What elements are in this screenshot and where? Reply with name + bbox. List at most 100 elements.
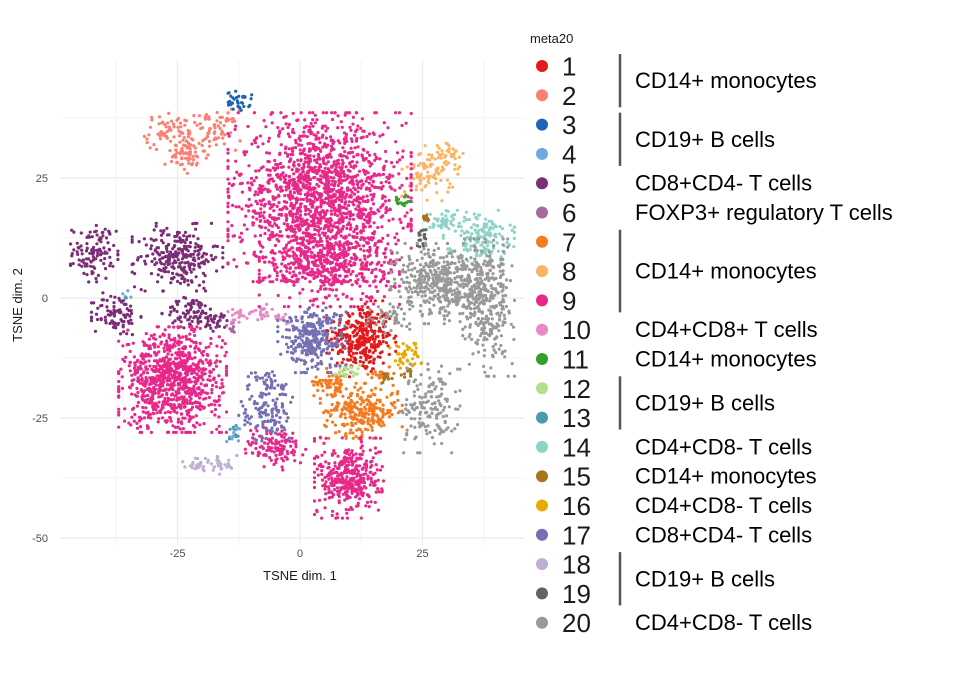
point	[307, 262, 311, 266]
point	[325, 246, 329, 250]
point	[186, 135, 190, 139]
point	[297, 188, 301, 193]
point	[341, 162, 345, 167]
point	[191, 415, 195, 419]
point	[318, 248, 322, 252]
point	[226, 132, 230, 136]
point	[444, 159, 448, 163]
point	[354, 434, 358, 439]
point	[336, 297, 340, 301]
point	[321, 157, 325, 161]
point	[279, 111, 283, 115]
point	[149, 237, 153, 241]
point	[317, 168, 321, 172]
point	[168, 149, 172, 153]
point	[250, 93, 254, 97]
point	[453, 163, 457, 167]
point	[189, 262, 193, 267]
point	[130, 333, 134, 337]
point	[313, 237, 317, 241]
point	[417, 153, 421, 157]
point	[200, 371, 204, 375]
point	[124, 355, 128, 359]
point	[258, 241, 262, 245]
point	[195, 299, 199, 303]
point	[327, 278, 332, 282]
point	[428, 158, 432, 162]
point	[335, 277, 339, 282]
point	[186, 430, 190, 434]
point	[321, 231, 325, 235]
point	[195, 123, 199, 127]
point	[355, 235, 359, 240]
point	[188, 344, 193, 348]
point	[228, 99, 232, 103]
point	[294, 212, 298, 216]
point	[117, 413, 121, 417]
point	[103, 227, 107, 231]
point	[355, 456, 359, 460]
point	[344, 235, 348, 239]
point	[119, 332, 123, 336]
point	[350, 200, 355, 204]
point	[199, 127, 203, 131]
point	[352, 192, 357, 196]
point	[317, 146, 321, 151]
point	[380, 196, 384, 200]
point	[71, 262, 75, 266]
point	[181, 267, 185, 271]
point	[139, 254, 143, 259]
point	[196, 243, 200, 248]
point	[310, 289, 314, 293]
point	[368, 164, 372, 168]
point	[201, 149, 205, 153]
point	[329, 144, 334, 148]
point	[344, 436, 348, 440]
point	[154, 147, 159, 151]
point	[161, 120, 165, 124]
point	[446, 190, 450, 194]
point	[192, 384, 196, 388]
point	[349, 164, 353, 169]
point	[109, 261, 113, 265]
point	[194, 414, 198, 418]
point	[357, 464, 362, 468]
point	[174, 148, 178, 152]
point	[331, 420, 335, 424]
point	[298, 217, 303, 221]
point	[310, 187, 314, 191]
point	[152, 333, 156, 337]
point	[409, 208, 413, 212]
point	[325, 393, 329, 397]
point	[363, 405, 367, 409]
point	[368, 284, 372, 288]
point	[353, 385, 357, 389]
point	[376, 508, 380, 512]
point	[325, 187, 329, 191]
point	[380, 278, 384, 282]
point	[345, 475, 349, 479]
point	[221, 265, 225, 269]
point	[208, 323, 212, 327]
point	[298, 242, 303, 246]
point	[297, 136, 301, 141]
point	[396, 398, 400, 402]
point	[301, 243, 305, 247]
point	[381, 479, 386, 483]
point	[275, 274, 279, 278]
point	[369, 369, 373, 374]
point	[247, 164, 251, 168]
point	[196, 379, 200, 383]
point	[183, 230, 187, 234]
point	[314, 148, 318, 152]
point	[194, 275, 198, 279]
point	[345, 489, 349, 494]
point	[392, 165, 396, 169]
point	[394, 334, 398, 338]
point	[146, 397, 150, 401]
point	[237, 94, 241, 98]
point	[112, 243, 116, 248]
point	[361, 135, 365, 139]
point	[328, 282, 332, 286]
point	[259, 166, 263, 170]
